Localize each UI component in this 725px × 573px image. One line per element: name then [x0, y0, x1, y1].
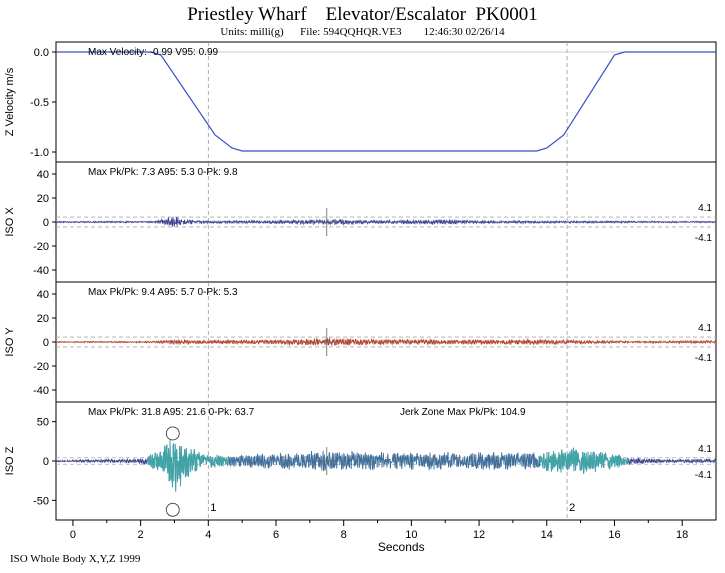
plot-frame — [55, 41, 717, 521]
band-lower-label: -4.1 — [695, 233, 713, 244]
y-tick-label: 0 — [43, 456, 49, 468]
band-upper-label: 4.1 — [698, 323, 712, 334]
x-tick-label: 18 — [676, 529, 688, 541]
y-tick-label: 0.0 — [34, 47, 49, 59]
chart-title: Priestley Wharf Elevator/Escalator PK000… — [187, 4, 538, 25]
y-tick-label: 20 — [37, 313, 49, 325]
jerk-zone-line-2 — [539, 447, 629, 474]
y-tick-label: -40 — [33, 265, 49, 277]
y-axis-label: ISO Y — [4, 327, 16, 357]
marker-label: 1 — [210, 502, 216, 514]
title-block: Priestley Wharf Elevator/Escalator PK000… — [0, 4, 725, 39]
x-tick-label: 12 — [473, 529, 485, 541]
y-tick-label: 0 — [43, 337, 49, 349]
x-tick-label: 2 — [138, 529, 144, 541]
marker-label: 2 — [569, 502, 575, 514]
x-axis-label: Seconds — [378, 540, 425, 554]
x-tick-label: 10 — [405, 529, 417, 541]
panel-stats-jerk: Jerk Zone Max Pk/Pk: 104.9 — [400, 407, 526, 418]
panel-isoy: 40 20 0 -20 -40 ISO Y 4.1 -4.1 Max Pk/Pk: 9.4 A9… — [4, 281, 717, 402]
band-lower-label: -4.1 — [695, 470, 713, 481]
band-upper-label: 4.1 — [698, 203, 712, 214]
y-tick-label: -40 — [33, 385, 49, 397]
y-tick-label: -20 — [33, 361, 49, 373]
series-line-isoz — [55, 439, 717, 492]
y-axis-label: ISO X — [4, 207, 16, 237]
series-line-isox — [55, 216, 717, 227]
series-line-isoy — [55, 336, 717, 347]
panel-isoz: 50 0 -50 ISO Z 4.1 -4.1 Max Pk/Pk: 31.8 A95: 2… — [4, 401, 717, 520]
panel-zvel: 0.0 -0.5 -1.0 Z Velocity m/s Max Velocity: -… — [4, 42, 716, 162]
x-tick-label: 6 — [273, 529, 279, 541]
y-tick-label: -1.0 — [30, 147, 49, 159]
y-axis-label: Z Velocity m/s — [4, 67, 16, 136]
x-tick-label: 16 — [608, 529, 620, 541]
peak-circle — [165, 426, 180, 441]
mid-zone-overlay — [228, 450, 540, 471]
panel-stats: Max Pk/Pk: 9.4 A95: 5.7 0-Pk: 5.3 — [88, 287, 238, 298]
jerk-zone-line-1 — [147, 439, 229, 492]
y-axis-label: ISO Z — [4, 446, 16, 475]
x-tick-label: 8 — [341, 529, 347, 541]
y-tick-label: 40 — [37, 169, 49, 181]
x-tick-label: 14 — [541, 529, 553, 541]
y-tick-label: 50 — [37, 417, 49, 429]
y-tick-label: 20 — [37, 193, 49, 205]
band-lower-label: -4.1 — [695, 353, 713, 364]
peak-circle — [165, 502, 180, 517]
y-tick-label: -50 — [33, 495, 49, 507]
y-tick-label: -0.5 — [30, 97, 49, 109]
panel-stats: Max Pk/Pk: 31.8 A95: 21.6 0-Pk: 63.7 — [88, 407, 255, 418]
series-line-velocity — [56, 51, 716, 152]
y-tick-label: 40 — [37, 289, 49, 301]
panel-isox: 40 20 0 -20 -40 ISO X 4.1 -4.1 Max Pk/Pk: 7.3 A9… — [4, 161, 717, 282]
x-tick-label: 0 — [70, 529, 76, 541]
band-upper-label: 4.1 — [698, 444, 712, 455]
panel-stats: Max Velocity: -0.99 V95: 0.99 — [88, 47, 219, 58]
footer-note: ISO Whole Body X,Y,Z 1999 — [10, 553, 141, 565]
chart-subtitle: Units: milli(g) File: 594QQHQR.VE3 12:46… — [220, 26, 505, 38]
x-tick-label: 4 — [205, 529, 211, 541]
panel-stats: Max Pk/Pk: 7.3 A95: 5.3 0-Pk: 9.8 — [88, 167, 238, 178]
y-tick-label: -20 — [33, 241, 49, 253]
y-tick-label: 0 — [43, 217, 49, 229]
